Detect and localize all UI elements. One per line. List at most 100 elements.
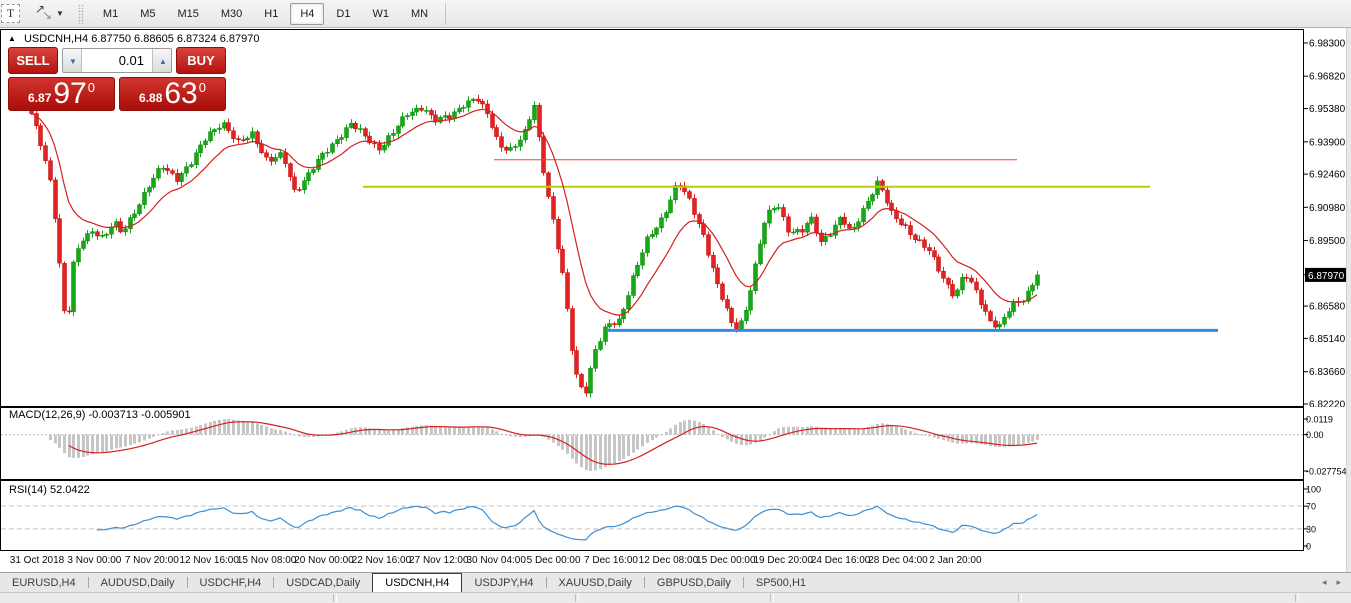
volume-increase-button[interactable]: ▲ bbox=[152, 49, 171, 72]
date-axis-label: 7 Nov 20:00 bbox=[124, 555, 179, 566]
rsi-indicator-panel[interactable]: 100 70 30 0 bbox=[0, 480, 1351, 551]
buy-price-pips: 63 bbox=[164, 77, 198, 110]
timeframe-button-H1[interactable]: H1 bbox=[264, 7, 279, 20]
timeframe-button-H4[interactable]: H4 bbox=[290, 2, 325, 25]
svg-text:70: 70 bbox=[1306, 502, 1316, 512]
volume-decrease-button[interactable]: ▼ bbox=[63, 49, 82, 72]
buy-button[interactable]: BUY bbox=[176, 47, 226, 74]
timeframe-button-W1[interactable]: W1 bbox=[372, 7, 389, 20]
status-bar bbox=[0, 592, 1351, 603]
svg-text:0: 0 bbox=[1306, 542, 1311, 552]
arrow-up-glyph: ↗ bbox=[35, 1, 46, 16]
date-axis-label: 28 Dec 04:00 bbox=[868, 555, 928, 566]
rsi-label: RSI(14) 52.0422 bbox=[9, 484, 90, 496]
tab-separator bbox=[273, 577, 275, 588]
svg-text:6.89500: 6.89500 bbox=[1309, 236, 1346, 247]
svg-text:6.85140: 6.85140 bbox=[1309, 334, 1346, 345]
chart-title: ▲ USDCNH,H4 6.87750 6.88605 6.87324 6.87… bbox=[8, 33, 259, 45]
sell-price-base: 6.87 bbox=[28, 91, 52, 105]
date-axis-label: 2 Jan 20:00 bbox=[929, 555, 982, 566]
one-click-trade-panel: SELL ▼ ▲ BUY 6.87 97 0 6.88 63 0 bbox=[8, 47, 226, 111]
arrows-tool-icon[interactable]: ↗ ↘ bbox=[34, 1, 54, 24]
arrows-dropdown-caret-icon[interactable]: ▼ bbox=[56, 9, 64, 18]
chart-tab-XAUUSD-Daily[interactable]: XAUUSD,Daily bbox=[558, 576, 632, 589]
collapse-triangle-icon[interactable]: ▲ bbox=[8, 34, 16, 43]
svg-text:6.83660: 6.83660 bbox=[1309, 367, 1346, 378]
tab-scroll-right-icon[interactable]: ▸ bbox=[1336, 577, 1341, 587]
date-axis-label: 12 Dec 08:00 bbox=[638, 555, 699, 566]
chart-tab-AUDUSD-Daily[interactable]: AUDUSD,Daily bbox=[100, 576, 175, 589]
chart-tab-GBPUSD-Daily[interactable]: GBPUSD,Daily bbox=[656, 576, 731, 589]
date-axis-label: 3 Nov 00:00 bbox=[67, 555, 122, 566]
svg-text:6.96820: 6.96820 bbox=[1309, 72, 1346, 83]
chart-tab-USDJPY-H4[interactable]: USDJPY,H4 bbox=[474, 576, 534, 589]
date-axis-label: 20 Nov 00:00 bbox=[294, 555, 354, 566]
chart-ohlc-values: 6.87750 6.88605 6.87324 6.87970 bbox=[91, 33, 260, 45]
tab-scroll-arrows: ◂ ▸ bbox=[1322, 573, 1341, 592]
date-axis-label: 15 Nov 08:00 bbox=[236, 555, 297, 566]
date-axis-label: 30 Nov 04:00 bbox=[466, 555, 526, 566]
date-axis-label: 31 Oct 2018 bbox=[9, 555, 65, 566]
timeframe-button-M30[interactable]: M30 bbox=[220, 7, 243, 20]
sell-button[interactable]: SELL bbox=[8, 47, 58, 74]
chart-tab-SP500-H1[interactable]: SP500,H1 bbox=[755, 576, 807, 589]
svg-text:6.87970: 6.87970 bbox=[1308, 271, 1345, 282]
chart-tab-USDCAD-Daily[interactable]: USDCAD,Daily bbox=[286, 576, 361, 589]
timeframe-button-M15[interactable]: M15 bbox=[177, 7, 199, 20]
tab-separator bbox=[186, 577, 188, 588]
buy-price-point: 0 bbox=[198, 80, 206, 95]
sell-price-button[interactable]: 6.87 97 0 bbox=[8, 77, 115, 111]
text-label-tool-icon[interactable]: T bbox=[1, 4, 20, 23]
svg-text:6.92460: 6.92460 bbox=[1309, 170, 1346, 181]
svg-text:6.82220: 6.82220 bbox=[1309, 400, 1346, 408]
window-right-edge bbox=[1346, 28, 1351, 572]
tab-separator bbox=[87, 577, 89, 588]
macd-indicator-panel[interactable]: 0.0119 0.00 -0.027754 bbox=[0, 407, 1351, 480]
chart-tab-USDCNH-H4[interactable]: USDCNH,H4 bbox=[372, 573, 463, 592]
tab-separator bbox=[545, 577, 547, 588]
svg-text:30: 30 bbox=[1306, 524, 1316, 534]
timeframe-button-M1[interactable]: M1 bbox=[102, 7, 119, 20]
date-axis-label: 27 Nov 12:00 bbox=[409, 555, 469, 566]
timeframe-button-MN[interactable]: MN bbox=[410, 7, 429, 20]
status-bar-divider bbox=[1018, 594, 1022, 602]
toolbar-separator bbox=[445, 2, 447, 25]
status-bar-divider bbox=[1295, 594, 1299, 602]
tab-separator bbox=[643, 577, 645, 588]
volume-stepper: ▼ ▲ bbox=[62, 48, 172, 73]
sell-price-point: 0 bbox=[87, 80, 95, 95]
date-axis-label: 22 Nov 16:00 bbox=[351, 555, 412, 566]
date-axis-label: 19 Dec 20:00 bbox=[753, 555, 813, 566]
svg-text:0.00: 0.00 bbox=[1306, 430, 1324, 440]
tab-separator bbox=[742, 577, 744, 588]
date-axis-label: 15 Dec 00:00 bbox=[696, 555, 756, 566]
chart-symbol-period: USDCNH,H4 bbox=[23, 33, 89, 45]
svg-text:6.95380: 6.95380 bbox=[1309, 104, 1346, 115]
buy-price-button[interactable]: 6.88 63 0 bbox=[119, 77, 226, 111]
tab-scroll-left-icon[interactable]: ◂ bbox=[1321, 577, 1327, 587]
date-axis-label: 5 Dec 00:00 bbox=[526, 555, 581, 566]
date-axis: 31 Oct 2018 3 Nov 00:00 7 Nov 20:00 12 Nov … bbox=[0, 552, 1303, 570]
chart-tab-USDCHF-H4[interactable]: USDCHF,H4 bbox=[199, 576, 262, 589]
arrow-down-glyph: ↘ bbox=[42, 7, 53, 22]
svg-text:100: 100 bbox=[1306, 485, 1321, 495]
date-axis-label: 12 Nov 16:00 bbox=[179, 555, 239, 566]
status-bar-divider bbox=[770, 594, 774, 602]
chart-tab-EURUSD-H4[interactable]: EURUSD,H4 bbox=[12, 576, 76, 589]
svg-text:6.98300: 6.98300 bbox=[1309, 39, 1346, 50]
timeframe-button-D1[interactable]: D1 bbox=[336, 7, 351, 20]
timeframe-button-group: M1 M5 M15 M30 H1 H4 D1 W1 MN bbox=[92, 2, 439, 25]
macd-label: MACD(12,26,9) -0.003713 -0.005901 bbox=[9, 409, 191, 421]
status-bar-divider bbox=[333, 594, 337, 602]
svg-text:-0.027754: -0.027754 bbox=[1306, 467, 1347, 477]
timeframe-button-M5[interactable]: M5 bbox=[140, 7, 156, 20]
toolbar-drag-handle bbox=[77, 3, 84, 24]
chart-tab-bar: EURUSD,H4 AUDUSD,Daily USDCHF,H4 USDCAD,Dai… bbox=[0, 572, 1351, 592]
svg-text:6.93900: 6.93900 bbox=[1309, 137, 1346, 148]
volume-input[interactable] bbox=[82, 49, 152, 72]
svg-text:6.90980: 6.90980 bbox=[1309, 203, 1346, 214]
toolbar: T ↗ ↘ ▼ M1 M5 M15 M30 H1 H4 D1 W1 MN bbox=[0, 0, 1351, 28]
date-axis-label: 24 Dec 16:00 bbox=[810, 555, 871, 566]
svg-text:0.0119: 0.0119 bbox=[1306, 415, 1333, 425]
status-bar-divider bbox=[575, 594, 579, 602]
